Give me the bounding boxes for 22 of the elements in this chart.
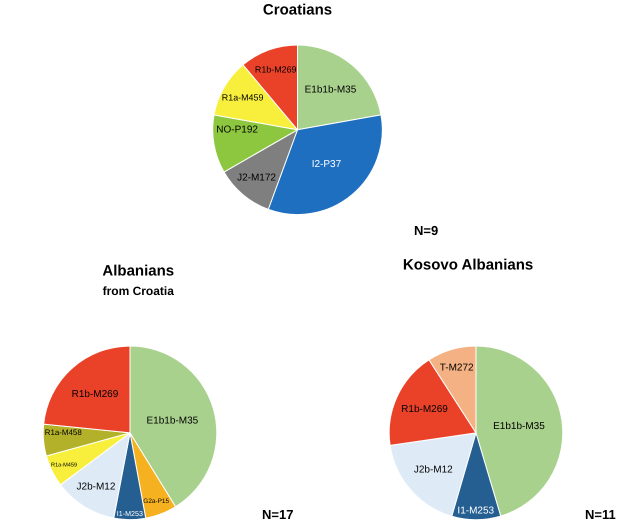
slice-label: R1b-M269 [401,404,448,416]
text: N=17 [262,507,294,522]
slice-label: I2-P37 [312,159,342,170]
slice-label: J2-M172 [237,172,276,184]
slice-label: T-M272 [440,362,474,374]
slice-label: E1b1b-M35 [493,421,546,432]
slice-label: R1a-M458 [44,428,82,437]
chart-title: Kosovo Albanians [402,256,534,274]
slice-label: R1b-M269 [72,388,119,400]
text: N=11 [585,507,616,522]
slice-label: I1-M253 [457,505,495,516]
slice-label: E1b1b-M35 [304,84,357,96]
slice-label: R1b-M269 [254,64,297,75]
slice-label: NO-P192 [216,124,258,136]
chart-title: Croatians [262,1,332,18]
slice-label: J2b-M12 [414,464,454,476]
chart-subtitle: from Croatia [102,284,174,298]
slice-label: E1b1b-M35 [146,415,199,426]
slice-label: R1a-M459 [222,92,264,102]
slice-label: J2b-M12 [76,481,116,492]
chart-title: Albanians [102,262,174,280]
text: N=9 [414,223,438,238]
